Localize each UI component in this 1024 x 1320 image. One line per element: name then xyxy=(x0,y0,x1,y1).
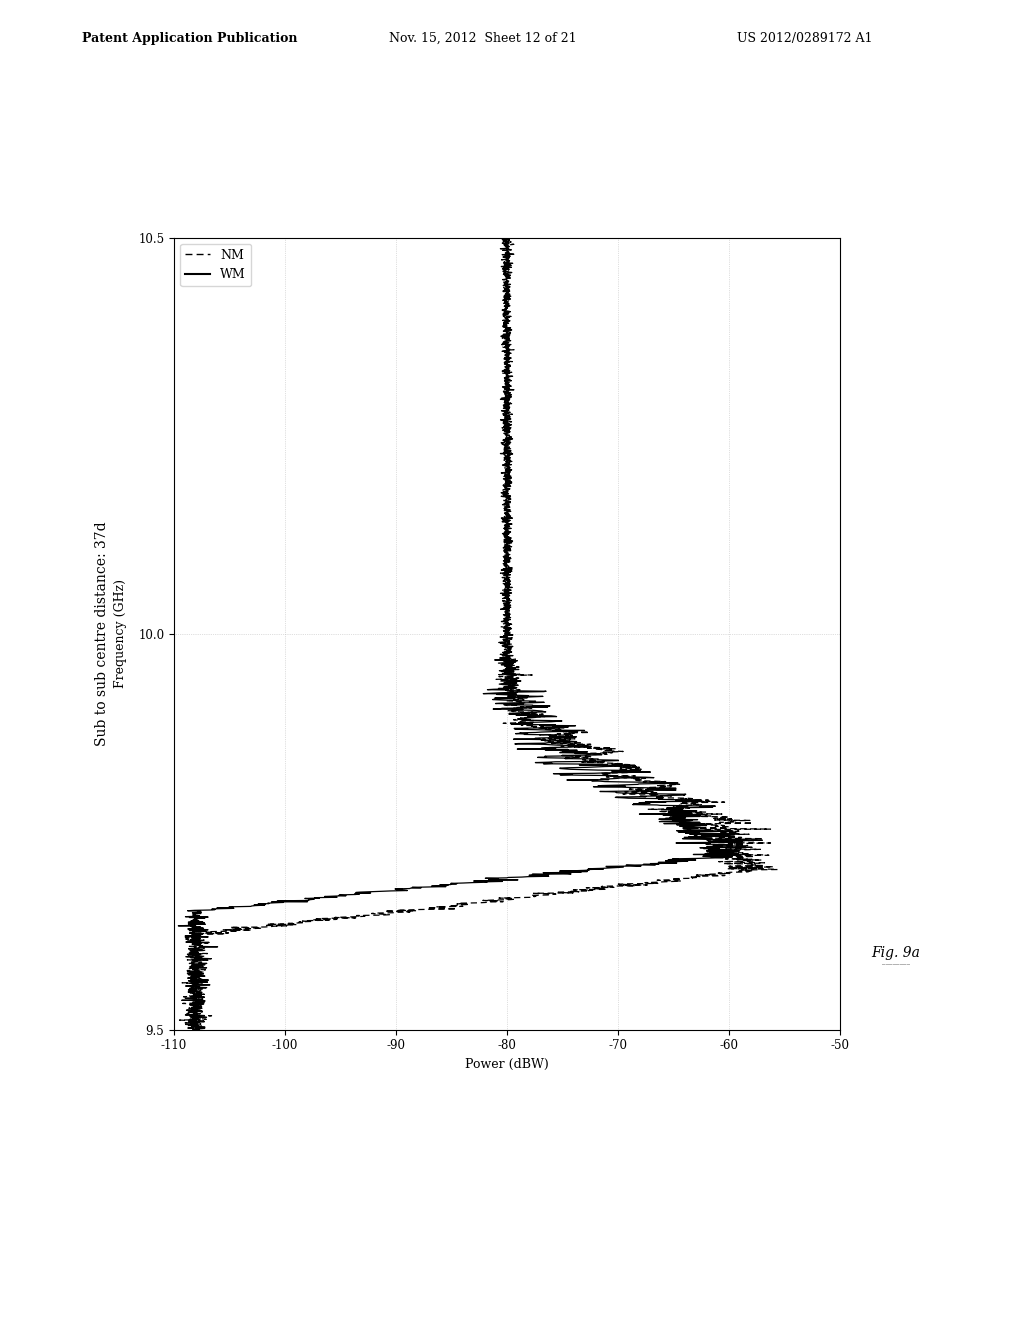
WM xyxy=(502,399,514,414)
Legend: NM, WM: NM, WM xyxy=(180,244,251,286)
NM xyxy=(502,253,514,269)
NM xyxy=(502,230,514,246)
X-axis label: Power (dBW): Power (dBW) xyxy=(465,1057,549,1071)
NM xyxy=(498,399,510,414)
WM xyxy=(504,636,516,652)
WM xyxy=(499,230,511,246)
WM xyxy=(188,981,201,997)
Text: Nov. 15, 2012  Sheet 12 of 21: Nov. 15, 2012 Sheet 12 of 21 xyxy=(389,32,577,45)
Text: Fig. 9a: Fig. 9a xyxy=(871,946,921,960)
NM xyxy=(498,636,510,652)
Line: WM: WM xyxy=(178,238,762,1030)
Text: ________: ________ xyxy=(882,957,910,965)
WM xyxy=(500,252,512,268)
NM xyxy=(186,1022,199,1038)
WM xyxy=(502,657,514,673)
NM xyxy=(504,252,516,268)
NM xyxy=(510,657,522,673)
Text: Patent Application Publication: Patent Application Publication xyxy=(82,32,297,45)
Y-axis label: Frequency (GHz): Frequency (GHz) xyxy=(114,579,127,688)
NM xyxy=(185,981,198,997)
Text: US 2012/0289172 A1: US 2012/0289172 A1 xyxy=(737,32,872,45)
WM xyxy=(193,1022,205,1038)
Text: Sub to sub centre distance: 37d: Sub to sub centre distance: 37d xyxy=(95,521,110,746)
WM xyxy=(502,253,514,269)
Line: NM: NM xyxy=(179,238,777,1030)
